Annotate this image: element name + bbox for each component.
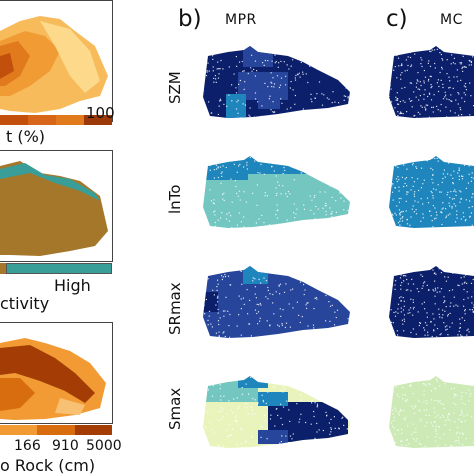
panel-letter-b: b) [178,6,202,32]
map-mpr-lnto [198,152,363,232]
legend-tick-910: 910 [52,438,79,454]
legend-tick-166: 166 [14,438,41,454]
row-label-srmax: SRmax [166,282,184,335]
panel-title-mpr: MPR [225,12,257,28]
left-map-1 [0,1,112,121]
left-map-frame-3 [0,322,113,424]
map-mpr-srmax [198,262,363,342]
map-mc-lnto [384,152,474,232]
row-label-lnto: lnTo [166,185,184,214]
map-mpr-smax [198,372,363,452]
panel-title-mc: MC [440,12,463,28]
map-mc-srmax [384,262,474,342]
map-mpr-szm [198,42,363,122]
left-map-3 [0,323,112,423]
legend-bar-2 [0,263,112,274]
left-map-2 [0,151,112,261]
row-label-smax: Smax [166,388,184,430]
legend-bar-3 [0,425,112,435]
row-label-szm: SZM [166,71,184,104]
map-mc-smax [384,372,474,452]
panel-letter-c: c) [386,6,408,32]
legend-title-3: o Rock (cm) [0,456,95,475]
legend-end-1: 100 [86,104,115,122]
legend-high-label: High [54,276,91,295]
left-map-frame-2 [0,150,113,262]
legend-tick-5000: 5000 [86,438,122,454]
legend-title-2: ctivity [0,294,49,313]
map-mc-szm [384,42,474,122]
legend-title-1: t (%) [6,127,45,146]
